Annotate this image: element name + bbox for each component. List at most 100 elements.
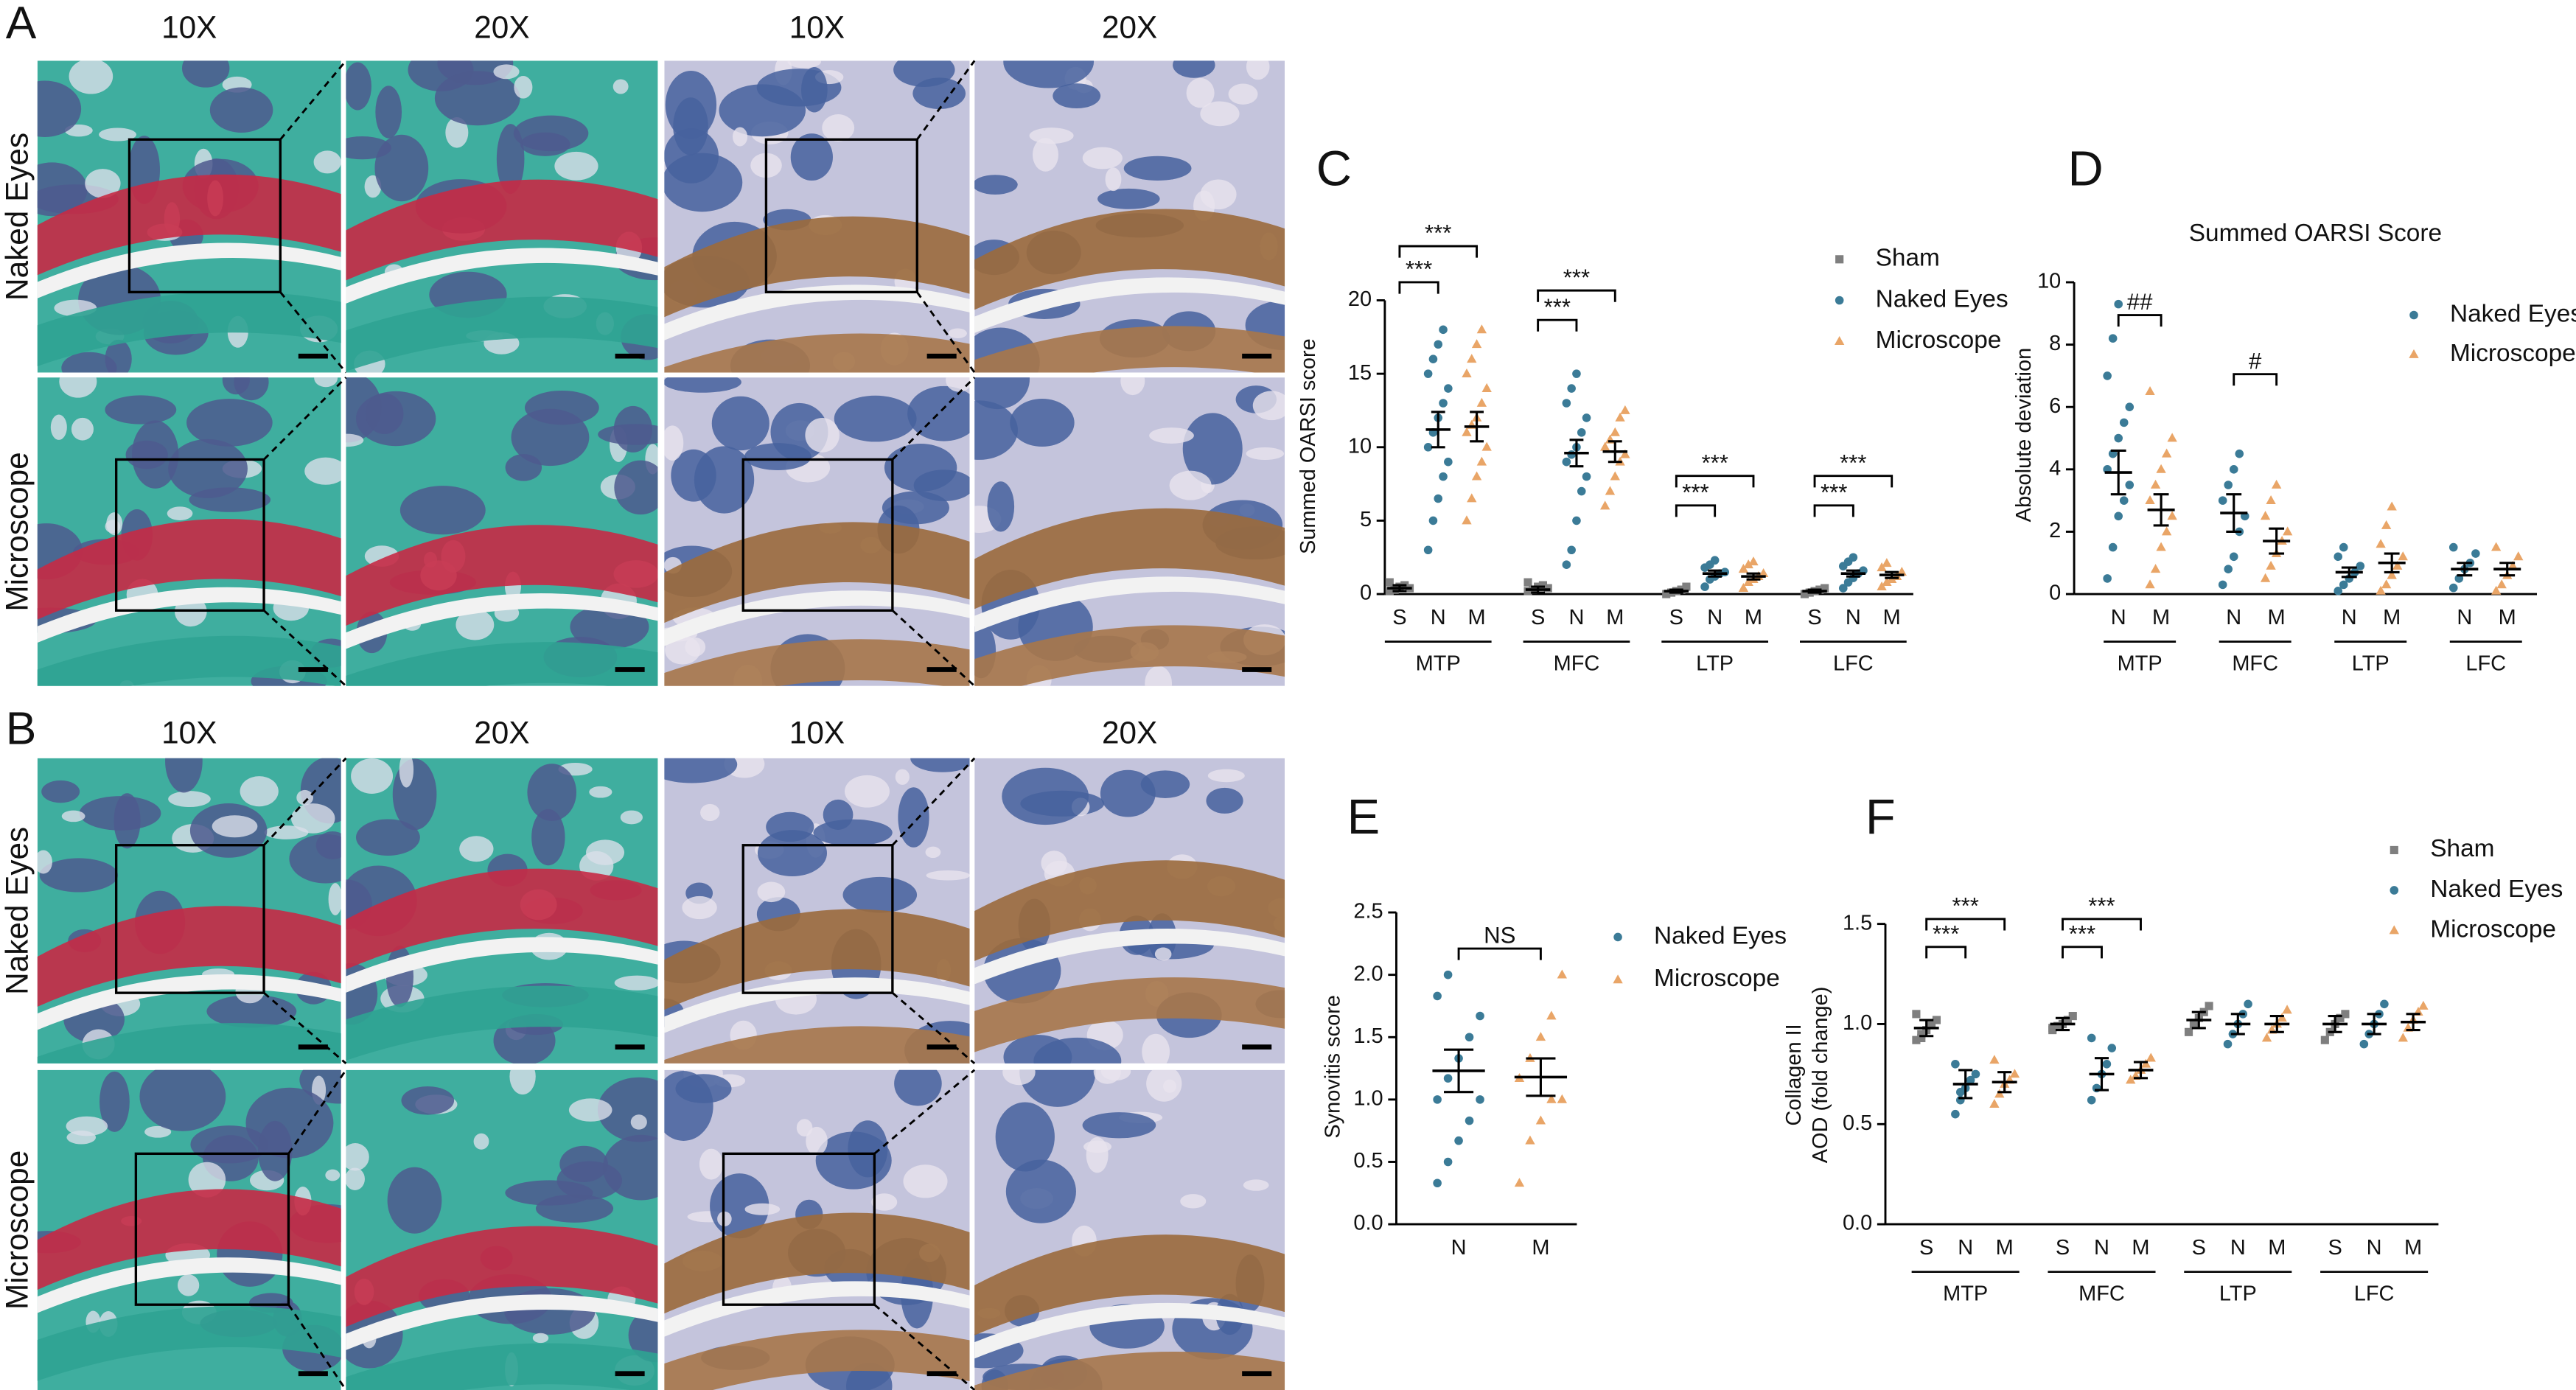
data-point bbox=[1481, 383, 1492, 392]
y-tick-label: 8 bbox=[2049, 332, 2061, 355]
marrow-inner bbox=[871, 1193, 898, 1211]
data-point bbox=[2161, 526, 2172, 536]
data-point bbox=[1567, 545, 1576, 555]
x-tick-label: M bbox=[1606, 606, 1624, 629]
x-tick-label: N bbox=[1451, 1236, 1467, 1260]
data-point bbox=[2356, 562, 2365, 570]
x-tick-label: S bbox=[1919, 1236, 1933, 1260]
marrow-inner bbox=[212, 815, 258, 838]
zoom-line bbox=[873, 1304, 976, 1390]
data-point bbox=[1917, 1033, 1926, 1043]
marrow bbox=[664, 1071, 713, 1141]
x-tick-label: S bbox=[1669, 606, 1683, 629]
data-point bbox=[2376, 539, 2386, 548]
legend-marker bbox=[1834, 336, 1845, 346]
joint-space bbox=[664, 1281, 970, 1337]
data-point bbox=[1662, 590, 1671, 598]
joint-space bbox=[974, 277, 1285, 333]
data-point bbox=[2224, 481, 2233, 489]
data-point bbox=[1951, 1059, 1960, 1069]
marrow-inner bbox=[1149, 427, 1194, 444]
legend-marker bbox=[1613, 932, 1622, 942]
cartilage-band bbox=[664, 1212, 970, 1314]
data-point bbox=[2146, 1052, 2156, 1062]
data-point bbox=[1423, 545, 1433, 555]
data-point bbox=[1423, 442, 1433, 452]
data-point bbox=[1467, 354, 1477, 363]
category-label: MFC bbox=[2232, 652, 2278, 675]
data-point bbox=[2103, 574, 2112, 583]
cartilage-band-lower bbox=[37, 1023, 341, 1064]
data-point bbox=[2218, 496, 2227, 505]
data-point bbox=[2334, 552, 2343, 562]
legend-label: Microscope bbox=[1876, 326, 2002, 354]
y-tick-label: 5 bbox=[1360, 508, 1372, 531]
marrow bbox=[165, 758, 203, 793]
data-point bbox=[1838, 584, 1848, 593]
data-point bbox=[2048, 1024, 2057, 1033]
data-point bbox=[1434, 494, 1443, 503]
data-point bbox=[2398, 551, 2408, 561]
data-point bbox=[2156, 542, 2166, 551]
panel-label: E bbox=[1347, 790, 1381, 845]
joint-space bbox=[346, 248, 658, 304]
data-point bbox=[1557, 969, 1568, 979]
marrow-inner bbox=[1207, 769, 1245, 783]
marrow bbox=[37, 80, 82, 137]
data-point bbox=[1572, 516, 1581, 525]
y-tick-label: 2.0 bbox=[1353, 962, 1383, 985]
marrow-inner bbox=[1246, 60, 1270, 80]
category-label: MTP bbox=[1416, 652, 1461, 675]
marrow bbox=[1182, 413, 1243, 485]
significance-bracket bbox=[1813, 504, 1854, 517]
joint-space bbox=[974, 1302, 1285, 1359]
data-point bbox=[1428, 355, 1438, 363]
marrow-inner bbox=[37, 850, 52, 874]
data-point bbox=[1582, 472, 1591, 481]
marrow-inner bbox=[845, 775, 890, 808]
marrow-inner bbox=[946, 377, 970, 392]
y-tick-label: 15 bbox=[1348, 361, 1372, 385]
joint-space bbox=[974, 576, 1285, 632]
data-point bbox=[1562, 457, 1571, 467]
data-point bbox=[2087, 1095, 2096, 1105]
data-point bbox=[1525, 1135, 1535, 1145]
row-label: Microscope bbox=[0, 1150, 34, 1310]
marrow bbox=[375, 85, 402, 139]
zoom-line bbox=[916, 60, 976, 141]
marrow-inner bbox=[346, 1167, 365, 1190]
data-point bbox=[2339, 580, 2348, 590]
marrow-inner bbox=[1145, 666, 1173, 686]
x-tick-label: N bbox=[2111, 606, 2126, 629]
marrow-inner bbox=[1252, 391, 1285, 421]
legend-marker bbox=[1835, 296, 1844, 305]
data-point bbox=[1700, 582, 1709, 591]
marrow bbox=[910, 758, 970, 772]
data-point bbox=[2223, 1039, 2233, 1049]
y-tick-label: 1.5 bbox=[1843, 911, 1872, 935]
marrow-inner bbox=[1154, 947, 1172, 961]
zoom-box bbox=[134, 1152, 290, 1306]
x-tick-label: M bbox=[2383, 606, 2401, 629]
significance-bracket bbox=[1398, 245, 1479, 258]
legend-marker bbox=[2409, 349, 2419, 358]
data-point bbox=[1557, 1094, 1568, 1103]
marrow-inner bbox=[1200, 179, 1237, 210]
marrow bbox=[1206, 787, 1243, 814]
data-point bbox=[1577, 486, 1586, 496]
marrow-inner bbox=[682, 895, 717, 920]
marrow bbox=[1010, 399, 1075, 447]
marrow bbox=[757, 830, 828, 877]
data-point bbox=[2513, 551, 2524, 561]
marrow bbox=[1173, 60, 1215, 78]
legend-label: Naked Eyes bbox=[2430, 876, 2563, 903]
marrow-inner bbox=[509, 1069, 536, 1095]
marrow bbox=[711, 396, 769, 451]
cartilage-band bbox=[346, 525, 658, 626]
marrow bbox=[766, 811, 814, 842]
data-point bbox=[1620, 449, 1630, 458]
marrow-inner bbox=[925, 846, 941, 859]
marrow-inner bbox=[177, 1274, 200, 1296]
marrow bbox=[848, 1120, 888, 1178]
